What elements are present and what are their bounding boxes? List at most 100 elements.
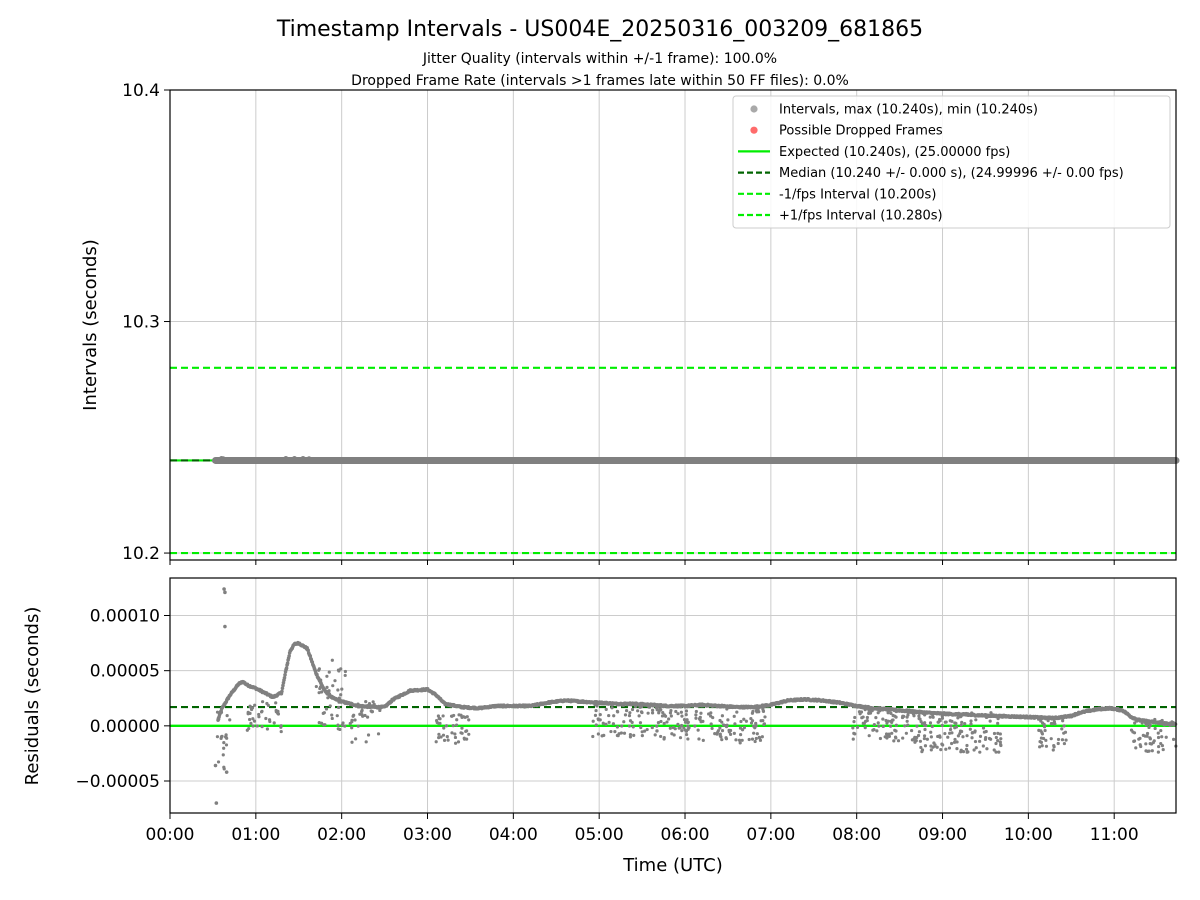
residual-point bbox=[694, 709, 698, 714]
legend-entry-label: Intervals, max (10.240s), min (10.240s) bbox=[779, 103, 1038, 118]
residual-point bbox=[283, 673, 287, 677]
residual-point bbox=[246, 710, 250, 714]
residual-point bbox=[989, 711, 993, 715]
residual-point bbox=[276, 711, 280, 715]
residual-point bbox=[222, 767, 226, 771]
residual-point bbox=[984, 715, 989, 720]
residual-point bbox=[940, 742, 944, 746]
residual-point bbox=[215, 735, 220, 739]
residual-point bbox=[455, 723, 459, 727]
residuals-x-tick-label: 06:00 bbox=[661, 825, 710, 845]
residual-point bbox=[718, 732, 722, 736]
residual-point bbox=[867, 734, 871, 738]
residual-point bbox=[989, 714, 993, 718]
intervals-y-tick-label: 10.4 bbox=[122, 81, 160, 101]
residual-point bbox=[940, 723, 944, 727]
residual-point bbox=[376, 732, 381, 736]
residual-point bbox=[988, 719, 992, 723]
residual-point bbox=[683, 720, 688, 724]
residual-point bbox=[340, 723, 344, 727]
residual-point bbox=[1140, 721, 1144, 725]
legend-box bbox=[732, 95, 1171, 229]
residual-point bbox=[1168, 723, 1172, 727]
residual-point bbox=[1162, 723, 1167, 727]
residual-point bbox=[867, 708, 871, 713]
residual-point bbox=[453, 741, 458, 745]
residual-point bbox=[674, 709, 678, 714]
residual-point bbox=[888, 724, 893, 728]
residual-point bbox=[627, 714, 632, 718]
residual-point bbox=[663, 714, 668, 718]
residual-point bbox=[467, 732, 471, 736]
residual-point bbox=[653, 733, 657, 737]
residual-point bbox=[264, 716, 268, 721]
residual-point bbox=[1135, 719, 1139, 723]
residual-point bbox=[251, 717, 255, 721]
residual-point bbox=[321, 686, 326, 690]
residual-point bbox=[939, 711, 944, 715]
residual-point bbox=[451, 724, 455, 728]
residual-point bbox=[720, 714, 724, 718]
residual-point bbox=[697, 737, 701, 741]
residual-point bbox=[1138, 736, 1142, 741]
residual-point bbox=[1042, 722, 1046, 726]
residual-point bbox=[861, 721, 865, 725]
residual-point bbox=[1129, 728, 1134, 732]
residual-point bbox=[364, 740, 368, 744]
residual-point bbox=[1043, 717, 1048, 721]
residual-point bbox=[973, 729, 977, 733]
residual-point bbox=[591, 734, 595, 739]
residual-point bbox=[331, 684, 335, 688]
residual-point bbox=[330, 713, 334, 717]
residual-point bbox=[858, 712, 862, 716]
residual-point bbox=[1049, 737, 1053, 741]
residual-point bbox=[876, 721, 880, 725]
residual-point bbox=[917, 730, 922, 734]
residual-point bbox=[631, 725, 635, 729]
residual-point bbox=[755, 732, 759, 736]
residual-point bbox=[343, 673, 347, 678]
residual-point bbox=[607, 713, 611, 718]
residual-point bbox=[694, 713, 698, 717]
residual-point bbox=[317, 691, 321, 695]
intervals-y-tick-label: 10.3 bbox=[122, 313, 160, 333]
residual-point bbox=[679, 710, 683, 714]
residual-point bbox=[372, 702, 376, 706]
residual-point bbox=[881, 717, 885, 721]
residual-point bbox=[282, 675, 287, 680]
residual-point bbox=[960, 729, 964, 734]
residual-point bbox=[954, 725, 959, 729]
residual-point bbox=[680, 729, 684, 733]
residual-point bbox=[683, 728, 687, 732]
residual-point bbox=[668, 726, 672, 730]
residual-point bbox=[354, 737, 358, 741]
residual-point bbox=[350, 726, 354, 730]
residuals-x-tick-label: 10:00 bbox=[1004, 825, 1053, 845]
residual-point bbox=[912, 709, 916, 713]
residuals-axes-frame bbox=[169, 577, 1177, 814]
residual-point bbox=[867, 711, 871, 715]
residual-point bbox=[1039, 736, 1044, 740]
residual-point bbox=[919, 745, 923, 750]
residual-point bbox=[969, 722, 973, 726]
residual-point bbox=[680, 714, 684, 718]
residual-point bbox=[999, 737, 1003, 741]
residual-point bbox=[1132, 731, 1137, 735]
residual-point bbox=[1153, 726, 1157, 731]
residual-outlier-point bbox=[222, 587, 226, 591]
residual-point bbox=[890, 731, 894, 735]
residual-point bbox=[441, 714, 445, 718]
residual-point bbox=[437, 736, 441, 740]
residuals-x-tick-label: 08:00 bbox=[832, 825, 881, 845]
residual-point bbox=[1170, 720, 1174, 724]
residual-point bbox=[686, 737, 690, 741]
residual-point bbox=[956, 716, 960, 720]
residual-point bbox=[1052, 743, 1056, 748]
intervals-point bbox=[283, 456, 289, 462]
residual-point bbox=[754, 721, 758, 725]
residual-point bbox=[998, 740, 1002, 744]
residual-point bbox=[1134, 746, 1138, 750]
residual-point bbox=[314, 684, 318, 689]
residual-point bbox=[460, 731, 464, 735]
residual-point bbox=[1046, 719, 1050, 723]
